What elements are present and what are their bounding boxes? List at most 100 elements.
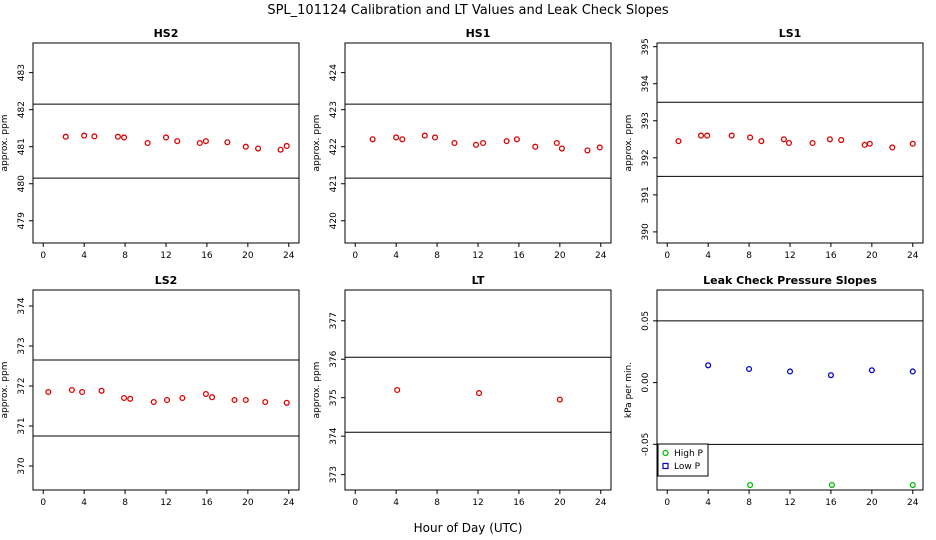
data-point xyxy=(208,394,216,401)
data-point xyxy=(746,365,753,373)
panel-title: LT xyxy=(472,274,485,287)
plot-frame xyxy=(32,289,300,491)
x-tick-label: 12 xyxy=(160,251,171,261)
x-tick-label: 16 xyxy=(825,251,837,261)
data-point xyxy=(728,132,735,139)
y-axis-label: approx. ppm xyxy=(624,115,634,172)
data-point xyxy=(45,388,52,396)
x-tick-label: 12 xyxy=(160,498,171,508)
panel-title: Leak Check Pressure Slopes xyxy=(703,274,877,287)
panel-5: Leak Check Pressure Slopes kPa per min. 0 4… xyxy=(624,274,924,508)
x-tick-label: 24 xyxy=(595,251,607,261)
data-point xyxy=(277,146,284,153)
data-point xyxy=(431,134,439,141)
y-axis-label: approx. ppm xyxy=(0,362,10,419)
data-point xyxy=(121,394,128,402)
data-point xyxy=(889,144,896,151)
y-axis-label: approx. ppm xyxy=(312,362,322,419)
data-point xyxy=(827,372,834,379)
y-tick-label: 483 xyxy=(17,64,27,81)
legend-marker xyxy=(662,462,669,470)
data-point xyxy=(202,390,209,398)
data-point xyxy=(785,139,793,147)
x-tick-label: 12 xyxy=(472,251,483,261)
x-tick-label: 20 xyxy=(554,251,566,261)
data-point xyxy=(163,396,171,404)
legend xyxy=(657,443,709,477)
data-point xyxy=(909,482,916,489)
data-point xyxy=(584,147,591,154)
data-point xyxy=(596,144,603,151)
data-point xyxy=(393,134,400,141)
x-tick-label: 20 xyxy=(866,251,878,261)
panel-4: LT approx. ppm 0 4 8 12 16 20 24 373 374 375 376 377 xyxy=(312,274,612,508)
x-tick-label: 8 xyxy=(122,498,128,508)
x-tick-label: 16 xyxy=(825,498,837,508)
data-point xyxy=(909,368,916,375)
figure-title: SPL_101124 Calibration and LT Values and… xyxy=(267,3,669,18)
y-tick-label: 371 xyxy=(17,417,27,434)
data-point xyxy=(81,132,88,139)
panel-0: HS2 approx. ppm 0 4 8 12 16 20 24 479 480 481 482 483 xyxy=(0,27,300,261)
x-tick-label: 24 xyxy=(907,251,919,261)
x-tick-label: 0 xyxy=(352,251,358,261)
data-point xyxy=(556,396,563,403)
plot-frame xyxy=(32,42,300,244)
y-tick-label: 481 xyxy=(17,138,27,155)
data-point xyxy=(697,132,705,139)
x-tick-label: 20 xyxy=(242,251,254,261)
data-point xyxy=(202,138,209,145)
data-point xyxy=(114,133,121,140)
y-tick-label: 375 xyxy=(329,389,339,406)
y-axis-label: approx. ppm xyxy=(312,115,322,172)
y-tick-label: 391 xyxy=(641,186,651,203)
data-point xyxy=(283,142,290,150)
data-point xyxy=(828,482,835,489)
data-point xyxy=(747,482,754,489)
x-tick-label: 8 xyxy=(434,498,440,508)
data-point xyxy=(675,138,682,145)
y-tick-label: 482 xyxy=(17,101,27,118)
panel-3: LS2 approx. ppm 0 4 8 12 16 20 24 370 371 372 373 374 xyxy=(0,274,300,508)
panel-title: LS2 xyxy=(155,274,178,287)
data-point xyxy=(786,368,794,375)
x-tick-label: 8 xyxy=(746,498,752,508)
x-tick-label: 20 xyxy=(866,498,878,508)
x-tick-label: 8 xyxy=(746,251,752,261)
y-tick-label: 395 xyxy=(641,38,651,55)
data-point xyxy=(174,138,181,145)
panel-1: HS1 approx. ppm 0 4 8 12 16 20 24 420 421 422 423 424 xyxy=(312,27,612,261)
data-point xyxy=(224,139,231,146)
data-point xyxy=(503,138,510,145)
x-tick-label: 16 xyxy=(201,498,213,508)
data-point xyxy=(144,139,151,147)
y-tick-label: 424 xyxy=(329,64,339,81)
legend-label: Low P xyxy=(674,462,701,472)
legend-marker xyxy=(662,449,669,457)
x-tick-label: 4 xyxy=(705,498,711,508)
x-tick-label: 0 xyxy=(40,498,46,508)
data-point xyxy=(758,138,765,145)
data-point xyxy=(231,396,238,404)
x-tick-label: 8 xyxy=(122,251,128,261)
x-tick-label: 24 xyxy=(283,251,295,261)
plot-frame xyxy=(344,289,612,491)
y-tick-label: 374 xyxy=(17,297,27,314)
x-tick-label: 16 xyxy=(513,251,525,261)
data-point xyxy=(196,139,203,147)
y-tick-label: 0.00 xyxy=(641,372,651,392)
plot-frame xyxy=(656,42,924,244)
data-point xyxy=(68,386,75,394)
x-tick-label: 0 xyxy=(664,251,670,261)
data-point xyxy=(394,386,401,394)
data-point xyxy=(704,132,711,139)
data-point xyxy=(283,399,290,406)
x-tick-label: 4 xyxy=(393,498,399,508)
x-tick-label: 24 xyxy=(907,498,919,508)
y-tick-label: 392 xyxy=(641,149,651,166)
legend-label: High P xyxy=(674,449,704,459)
x-tick-label: 4 xyxy=(393,251,399,261)
x-tick-label: 0 xyxy=(664,498,670,508)
panel-title: LS1 xyxy=(779,27,802,40)
